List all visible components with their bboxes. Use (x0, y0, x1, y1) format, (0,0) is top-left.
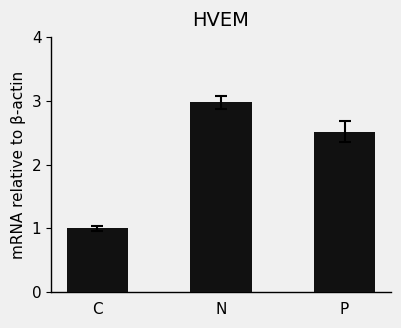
Title: HVEM: HVEM (192, 11, 249, 30)
Bar (190, 102, 251, 292)
Bar (67, 228, 128, 292)
Bar (313, 132, 375, 292)
Y-axis label: mRNA relative to β-actin: mRNA relative to β-actin (11, 71, 26, 259)
